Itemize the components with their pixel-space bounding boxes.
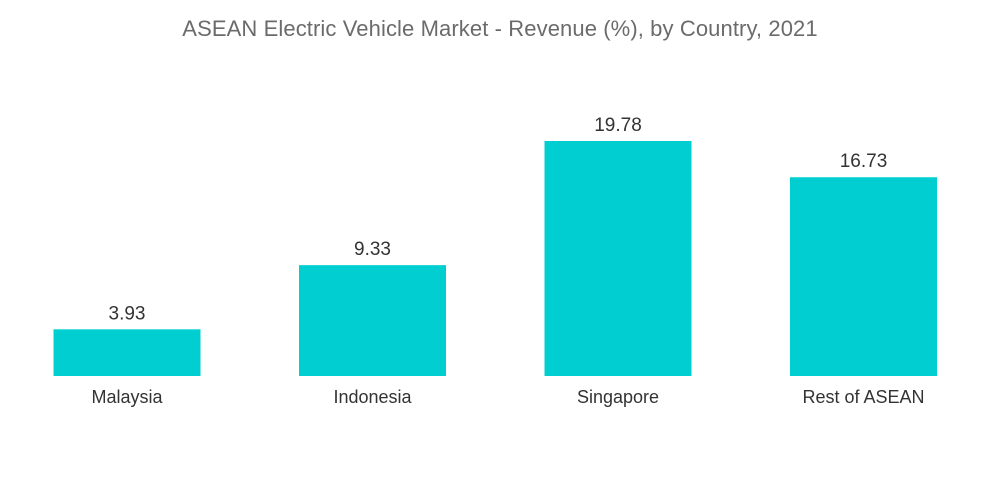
x-tick-label-rest-of-asean: Rest of ASEAN bbox=[802, 387, 924, 407]
data-label-malaysia: 3.93 bbox=[109, 303, 146, 324]
chart-title: ASEAN Electric Vehicle Market - Revenue … bbox=[182, 16, 818, 41]
data-labels-group: 3.93 9.33 19.78 16.73 bbox=[109, 115, 888, 324]
data-label-singapore: 19.78 bbox=[594, 115, 642, 136]
data-label-rest-of-asean: 16.73 bbox=[840, 151, 888, 172]
bar-singapore bbox=[544, 141, 692, 376]
bar-rest-of-asean bbox=[790, 177, 937, 376]
bar-indonesia bbox=[299, 265, 446, 376]
x-axis-tick-labels: Malaysia Indonesia Singapore Rest of ASEAN bbox=[91, 387, 924, 407]
x-tick-label-malaysia: Malaysia bbox=[91, 387, 163, 407]
bar-malaysia bbox=[53, 329, 201, 376]
bars-group bbox=[53, 141, 937, 376]
x-tick-label-singapore: Singapore bbox=[577, 387, 659, 407]
data-label-indonesia: 9.33 bbox=[354, 239, 391, 260]
x-tick-label-indonesia: Indonesia bbox=[333, 387, 412, 407]
